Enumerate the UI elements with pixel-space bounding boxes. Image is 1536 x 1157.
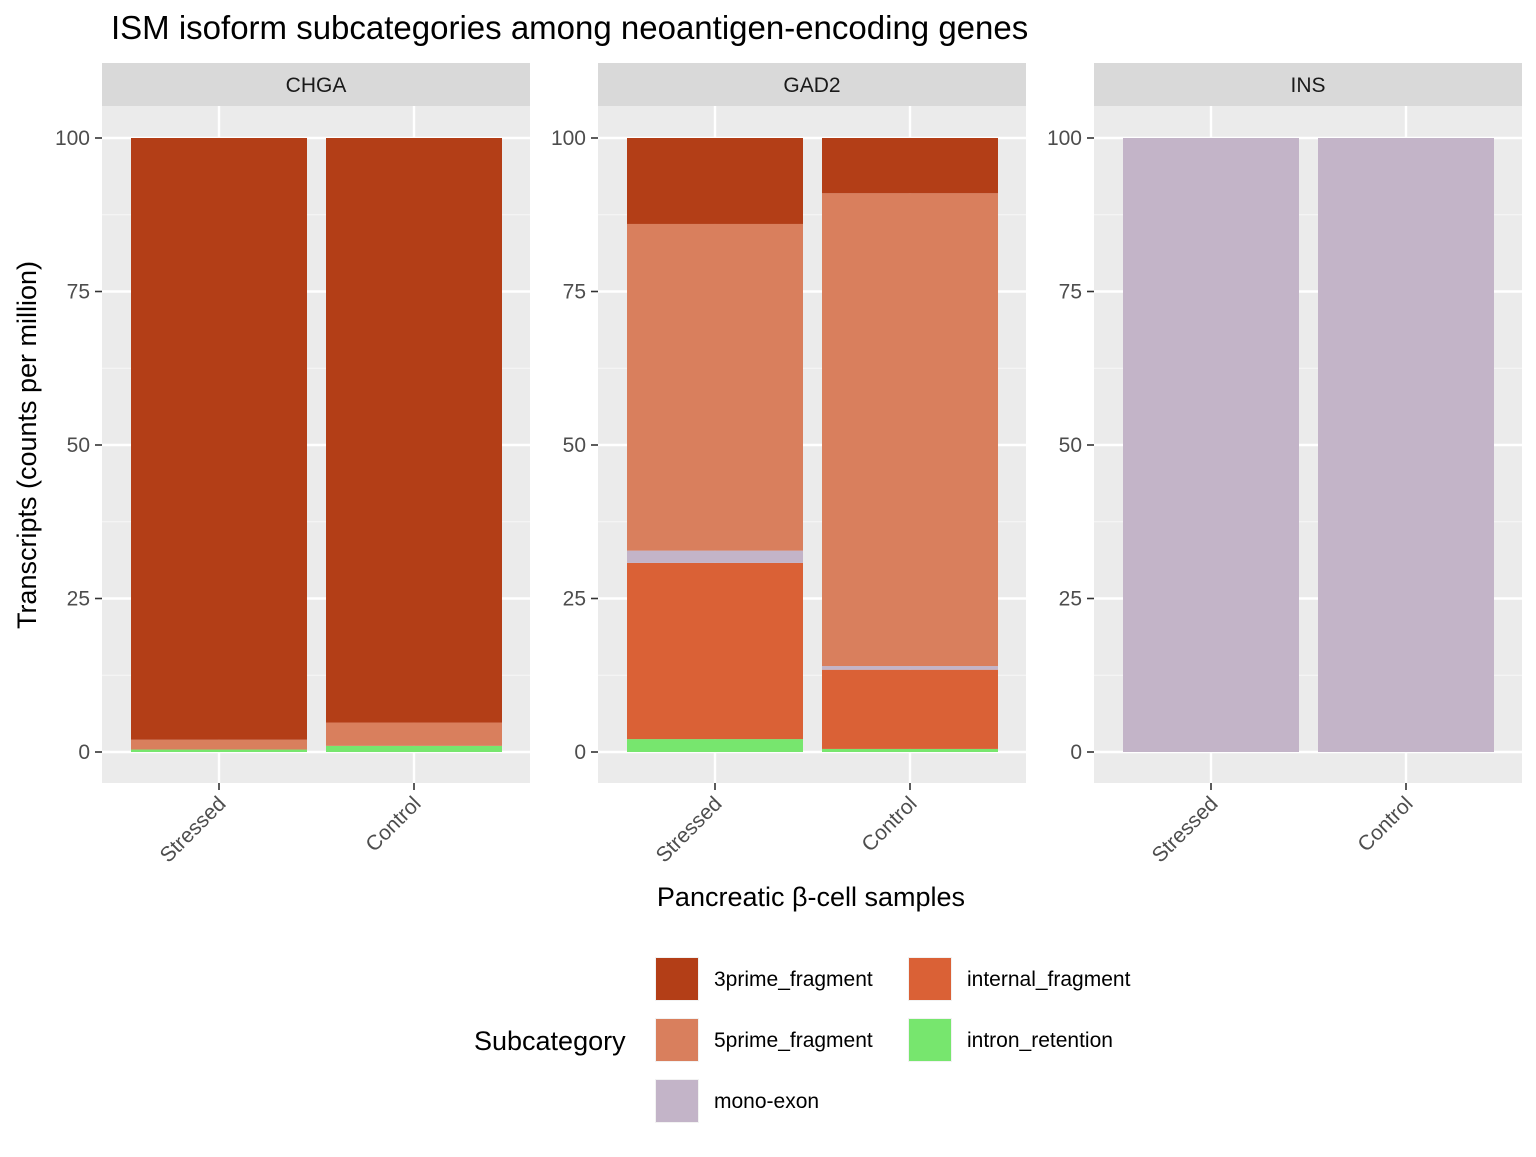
bar-segment-ins-control-mono-exon xyxy=(1318,138,1494,752)
bar-segment-chga-stressed-3prime-fragment xyxy=(131,138,307,740)
bar-segment-gad2-stressed-intron-retention xyxy=(627,739,803,752)
y-tick-label: 100 xyxy=(55,127,90,150)
y-tick-label: 0 xyxy=(1070,741,1082,764)
legend-label: mono-exon xyxy=(714,1090,819,1113)
facet-panel-ins: INS 0 25 50 75 100 Stressed Control xyxy=(1047,63,1522,867)
legend-label: 3prime_fragment xyxy=(714,968,873,991)
facet-strip xyxy=(102,63,530,106)
bar-segment-ins-stressed-mono-exon xyxy=(1123,138,1299,752)
legend-swatch xyxy=(656,1080,698,1122)
bar-segment-gad2-control-5prime-fragment xyxy=(822,193,998,667)
facet-strip-label: CHGA xyxy=(286,74,347,97)
legend-item-3prime-fragment: 3prime_fragment xyxy=(655,957,873,1001)
bar-segment-gad2-control-mono-exon xyxy=(822,666,998,670)
legend-label: intron_retention xyxy=(967,1029,1113,1052)
chart-title: ISM isoform subcategories among neoantig… xyxy=(111,9,1028,46)
legend-item-internal-fragment: internal_fragment xyxy=(908,957,1131,1001)
x-tick-label: Control xyxy=(857,792,921,856)
x-tick-label: Stressed xyxy=(156,792,231,867)
x-tick-label: Stressed xyxy=(1148,792,1223,867)
x-tick-label: Stressed xyxy=(652,792,727,867)
y-tick-label: 50 xyxy=(1059,434,1082,457)
y-axis-title: Transcripts (counts per million) xyxy=(12,261,42,629)
legend: Subcategory 3prime_fragment 5prime_fragme… xyxy=(474,957,1131,1123)
legend-label: internal_fragment xyxy=(967,968,1131,991)
legend-swatch xyxy=(909,958,951,1000)
y-tick-label: 75 xyxy=(1059,281,1082,304)
facet-strip xyxy=(598,63,1026,106)
bar-segment-gad2-control-internal-fragment xyxy=(822,669,998,749)
bar-segment-gad2-stressed-internal-fragment xyxy=(627,562,803,740)
facet-strip-label: INS xyxy=(1290,74,1325,97)
bar-segment-chga-stressed-intron-retention xyxy=(131,749,307,752)
facet-panels: CHGA 0 25 50 75 100 Stressed Control GAD2 0 25 50 75… xyxy=(55,63,1522,867)
y-tick-label: 100 xyxy=(551,127,586,150)
bar-segment-chga-stressed-5prime-fragment xyxy=(131,739,307,750)
x-tick-label: Control xyxy=(361,792,425,856)
facet-panel-chga: CHGA 0 25 50 75 100 Stressed Control xyxy=(55,63,530,867)
y-tick-label: 25 xyxy=(67,588,90,611)
y-tick-label: 0 xyxy=(78,741,90,764)
y-tick-label: 50 xyxy=(67,434,90,457)
legend-label: 5prime_fragment xyxy=(714,1029,873,1052)
bar-segment-gad2-stressed-mono-exon xyxy=(627,550,803,563)
legend-swatch xyxy=(656,1019,698,1061)
bar-segment-gad2-stressed-3prime-fragment xyxy=(627,138,803,224)
bar-segment-gad2-stressed-5prime-fragment xyxy=(627,223,803,551)
legend-swatch xyxy=(656,958,698,1000)
legend-title: Subcategory xyxy=(474,1026,626,1056)
legend-item-intron-retention: intron_retention xyxy=(908,1018,1113,1062)
y-tick-label: 0 xyxy=(574,741,586,764)
y-tick-label: 25 xyxy=(563,588,586,611)
facet-panel-gad2: GAD2 0 25 50 75 100 Stressed Control xyxy=(551,63,1026,867)
bar-segment-chga-control-5prime-fragment xyxy=(326,722,502,746)
x-tick-label: Control xyxy=(1353,792,1417,856)
bar-segment-gad2-control-intron-retention xyxy=(822,748,998,752)
y-tick-label: 75 xyxy=(67,281,90,304)
y-tick-label: 50 xyxy=(563,434,586,457)
legend-item-mono-exon: mono-exon xyxy=(655,1079,819,1123)
facet-strip xyxy=(1094,63,1522,106)
bar-segment-chga-control-3prime-fragment xyxy=(326,138,502,723)
legend-item-5prime-fragment: 5prime_fragment xyxy=(655,1018,873,1062)
y-tick-label: 25 xyxy=(1059,588,1082,611)
bar-segment-gad2-control-3prime-fragment xyxy=(822,138,998,194)
x-axis-title: Pancreatic β-cell samples xyxy=(657,882,965,912)
y-tick-label: 75 xyxy=(563,281,586,304)
facet-strip-label: GAD2 xyxy=(783,74,840,97)
legend-swatch xyxy=(909,1019,951,1061)
bar-segment-chga-control-intron-retention xyxy=(326,745,502,752)
y-tick-label: 100 xyxy=(1047,127,1082,150)
